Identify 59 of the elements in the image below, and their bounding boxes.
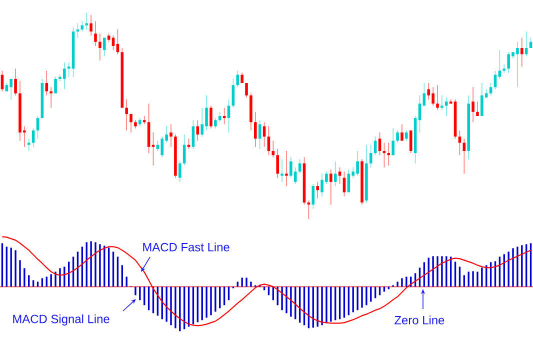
candlestick xyxy=(112,35,115,50)
candlestick xyxy=(90,14,92,36)
candlestick xyxy=(405,130,408,142)
candlestick xyxy=(396,130,399,144)
candlestick xyxy=(102,37,106,57)
candlestick xyxy=(218,111,222,123)
candlestick xyxy=(374,136,377,156)
ref-line-label: Zero Line xyxy=(394,316,444,324)
candlestick xyxy=(316,182,319,199)
candlestick xyxy=(10,78,13,100)
candlestick xyxy=(440,95,444,110)
candlestick xyxy=(444,97,448,116)
candlestick xyxy=(85,12,88,30)
candlestick xyxy=(418,95,422,133)
candlestick xyxy=(285,150,288,186)
candlestick xyxy=(392,128,394,156)
candlestick xyxy=(400,124,404,142)
candlestick xyxy=(280,158,284,182)
candlestick xyxy=(502,64,506,74)
series-label: MACD Fast Line xyxy=(143,242,230,252)
candlestick xyxy=(32,128,35,148)
candlestick xyxy=(227,99,230,133)
candlestick xyxy=(258,120,262,150)
candlestick xyxy=(369,144,372,168)
candlestick xyxy=(142,116,146,125)
candlestick xyxy=(378,132,382,156)
candlestick xyxy=(54,76,57,94)
candlestick xyxy=(498,50,502,80)
candlestick xyxy=(330,169,332,205)
candlestick xyxy=(170,124,172,148)
candlestick xyxy=(312,184,315,210)
candlestick xyxy=(210,105,212,129)
candlestick xyxy=(45,70,48,96)
candlestick xyxy=(98,33,102,61)
candlestick xyxy=(245,82,248,98)
candlestick xyxy=(94,20,97,46)
text: MACD Signal Line xyxy=(13,314,110,326)
candlestick xyxy=(214,118,217,129)
candlestick xyxy=(130,114,132,133)
candlestick xyxy=(520,37,524,67)
candlestick xyxy=(36,116,40,140)
candlestick xyxy=(476,101,479,116)
candlestick xyxy=(436,84,439,110)
candlestick xyxy=(267,126,270,156)
candlestick xyxy=(14,68,17,96)
candlestick xyxy=(427,82,430,100)
candlestick xyxy=(254,111,257,148)
candlestick xyxy=(489,82,492,96)
candlestick xyxy=(160,136,164,158)
candlestick xyxy=(50,86,52,108)
candlestick xyxy=(27,138,30,152)
candlestick xyxy=(125,99,128,131)
candlestick xyxy=(458,130,462,156)
candlestick xyxy=(178,160,182,182)
candlestick xyxy=(409,130,412,154)
candlestick xyxy=(334,160,337,186)
candlestick xyxy=(236,70,240,88)
candlestick xyxy=(472,86,474,123)
candlestick xyxy=(276,148,280,178)
